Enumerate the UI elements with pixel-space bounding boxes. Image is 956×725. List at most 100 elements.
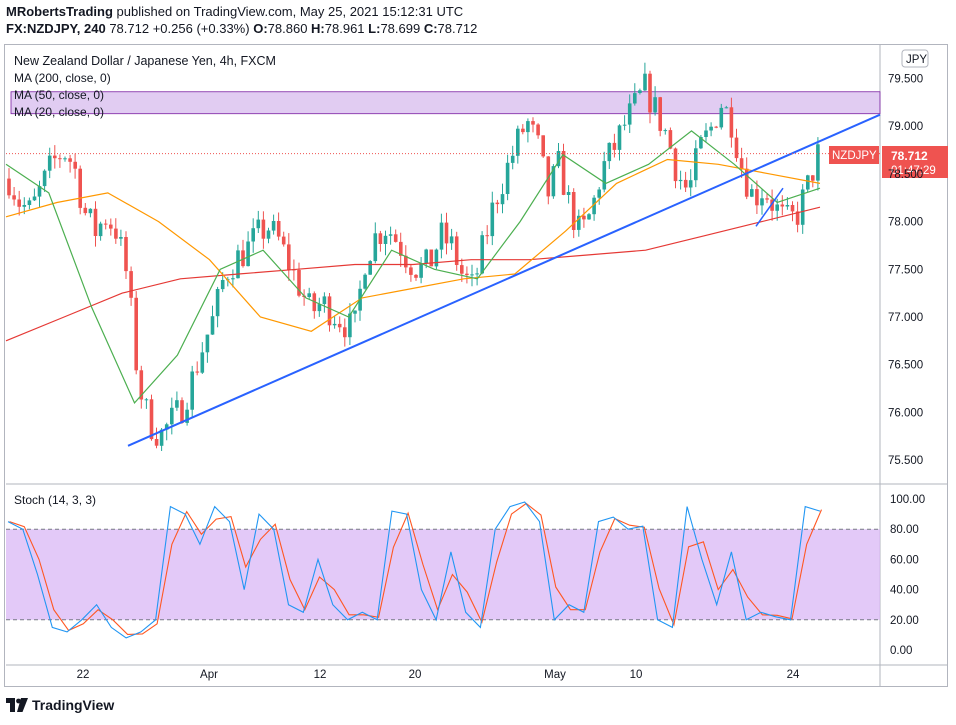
candle-body xyxy=(98,223,103,237)
ma50-line xyxy=(5,158,821,332)
candle-body xyxy=(73,161,77,169)
candle-body xyxy=(205,334,210,353)
close-value: 78.712 xyxy=(437,21,478,36)
stoch-tick-label: 80.00 xyxy=(890,524,919,536)
candle-body xyxy=(439,222,444,250)
candle-body xyxy=(485,235,489,237)
time-tick-label: 24 xyxy=(787,669,800,681)
candle-body xyxy=(521,128,525,133)
candle-body xyxy=(739,158,744,169)
price-tick-label: 75.500 xyxy=(888,455,923,467)
candle-body xyxy=(699,137,703,149)
footer-brand[interactable]: TradingView xyxy=(6,697,114,713)
candle-body xyxy=(806,175,810,190)
candle-body xyxy=(12,195,16,200)
candle-body xyxy=(653,97,657,113)
candle-body xyxy=(551,166,556,197)
candle-body xyxy=(546,156,551,197)
candle-body xyxy=(673,148,678,182)
candle-body xyxy=(495,202,500,205)
candle-body xyxy=(103,223,108,225)
candle-body xyxy=(800,189,805,225)
price-tick-label: 77.500 xyxy=(888,264,923,276)
high-label: H: xyxy=(311,21,325,36)
author-name[interactable]: MRobertsTrading xyxy=(6,4,113,19)
candle-body xyxy=(129,271,133,298)
chart-frame[interactable] xyxy=(4,44,948,687)
stoch-tick-label: 0.00 xyxy=(890,645,912,657)
last-price: 78.712 xyxy=(109,21,150,36)
candle-body xyxy=(714,126,718,128)
published-text: published on TradingView.com, May 25, 20… xyxy=(116,4,464,19)
candle-body xyxy=(729,107,734,138)
candle-body xyxy=(612,142,617,150)
candle-body xyxy=(215,289,220,317)
currency-badge[interactable] xyxy=(901,49,929,68)
candle-body xyxy=(58,158,62,160)
candle-body xyxy=(190,371,194,410)
chart-header: MRobertsTrading published on TradingView… xyxy=(6,3,477,37)
ma200-line xyxy=(5,206,821,342)
candle-body xyxy=(399,241,403,256)
candle-body xyxy=(251,228,255,242)
candle-body xyxy=(658,97,662,131)
candle-body xyxy=(383,235,388,244)
low-label: L: xyxy=(368,21,381,36)
close-label: C: xyxy=(423,21,438,36)
candle-body xyxy=(22,205,27,207)
candle-body xyxy=(770,199,774,211)
candle-body xyxy=(149,399,154,440)
stoch-tick-label: 20.00 xyxy=(890,615,919,627)
candle-body xyxy=(195,371,200,373)
candle-body xyxy=(633,93,637,104)
candle-body xyxy=(363,274,367,289)
resistance-zone xyxy=(10,91,881,115)
stoch-tick-label: 100.00 xyxy=(890,494,925,506)
candle-body xyxy=(124,237,128,272)
candle-body xyxy=(648,73,652,113)
candle-body xyxy=(281,236,286,245)
candle-body xyxy=(78,168,82,208)
candle-body xyxy=(510,155,515,163)
candle-body xyxy=(683,179,688,188)
candle-body xyxy=(627,103,632,125)
candle-body xyxy=(816,144,820,181)
candle-body xyxy=(271,221,276,231)
candle-body xyxy=(531,121,535,125)
symbol-tag xyxy=(829,146,879,164)
candle-body xyxy=(470,274,474,276)
candle-body xyxy=(88,208,93,214)
stoch-legend: Stoch (14, 3, 3) xyxy=(14,493,96,507)
candle-body xyxy=(343,327,347,338)
candle-body xyxy=(327,296,332,326)
candle-body xyxy=(388,234,393,236)
price-tick-label: 76.000 xyxy=(888,407,923,419)
stoch-tick-label: 40.00 xyxy=(890,585,919,597)
candle-body xyxy=(490,202,495,237)
time-tick-label: Apr xyxy=(200,669,218,681)
open-value: 78.860 xyxy=(267,21,308,36)
chart-title: New Zealand Dollar / Japanese Yen, 4h, F… xyxy=(14,54,276,68)
candle-body xyxy=(541,135,545,157)
high-value: 78.961 xyxy=(324,21,365,36)
candle-body xyxy=(500,194,505,205)
stoch-k-line xyxy=(7,501,821,639)
candle-body xyxy=(139,370,144,400)
candle-body xyxy=(602,161,607,190)
candle-body xyxy=(119,237,123,239)
candle-body xyxy=(332,323,337,326)
candle-body xyxy=(231,278,235,280)
candle-body xyxy=(694,148,698,181)
candle-body xyxy=(597,189,601,198)
main-trendline xyxy=(127,113,881,447)
candle-body xyxy=(622,124,627,126)
candle-body xyxy=(454,236,459,265)
candle-body xyxy=(516,128,520,156)
candle-body xyxy=(617,125,622,150)
candle-body xyxy=(571,192,576,230)
candle-body xyxy=(368,261,372,275)
price-change: +0.256 (+0.33%) xyxy=(152,21,250,36)
time-tick-label: May xyxy=(544,669,566,681)
candle-body xyxy=(785,205,790,207)
